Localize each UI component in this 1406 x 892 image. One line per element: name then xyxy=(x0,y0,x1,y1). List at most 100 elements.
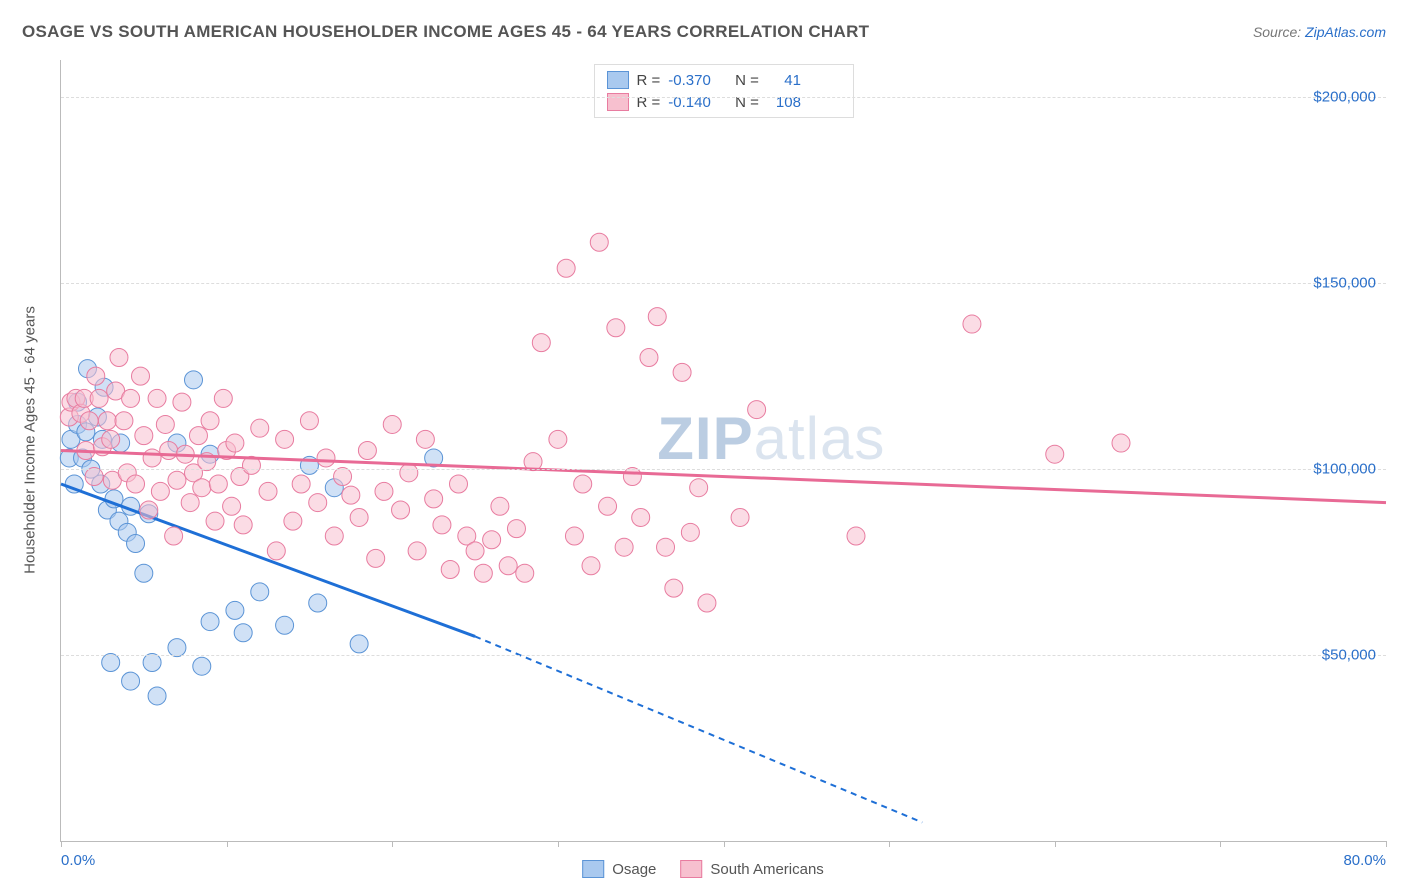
data-point xyxy=(80,412,98,430)
svg-plot xyxy=(61,60,1386,841)
data-point xyxy=(214,389,232,407)
data-point xyxy=(416,430,434,448)
y-tick-label: $200,000 xyxy=(1313,89,1376,106)
data-point xyxy=(383,415,401,433)
data-point xyxy=(223,497,241,515)
data-point xyxy=(173,393,191,411)
data-point xyxy=(193,657,211,675)
data-point xyxy=(590,233,608,251)
data-point xyxy=(122,672,140,690)
legend-swatch xyxy=(680,860,702,878)
y-tick-label: $100,000 xyxy=(1313,461,1376,478)
data-point xyxy=(615,538,633,556)
y-axis-label: Householder Income Ages 45 - 64 years xyxy=(22,306,39,574)
data-point xyxy=(582,557,600,575)
data-point xyxy=(648,308,666,326)
data-point xyxy=(209,475,227,493)
data-point xyxy=(698,594,716,612)
data-point xyxy=(201,412,219,430)
data-point xyxy=(532,334,550,352)
data-point xyxy=(165,527,183,545)
data-point xyxy=(350,508,368,526)
data-point xyxy=(623,468,641,486)
x-tick-mark xyxy=(889,841,890,847)
data-point xyxy=(963,315,981,333)
data-point xyxy=(557,259,575,277)
data-point xyxy=(226,434,244,452)
data-point xyxy=(474,564,492,582)
data-point xyxy=(156,415,174,433)
chart-title: OSAGE VS SOUTH AMERICAN HOUSEHOLDER INCO… xyxy=(22,22,869,42)
data-point xyxy=(189,427,207,445)
data-point xyxy=(276,616,294,634)
data-point xyxy=(632,508,650,526)
data-point xyxy=(143,653,161,671)
data-point xyxy=(148,389,166,407)
data-point xyxy=(334,468,352,486)
data-point xyxy=(607,319,625,337)
data-point xyxy=(234,624,252,642)
data-point xyxy=(143,449,161,467)
data-point xyxy=(673,363,691,381)
data-point xyxy=(234,516,252,534)
source-link[interactable]: ZipAtlas.com xyxy=(1305,24,1386,40)
x-tick-mark xyxy=(1055,841,1056,847)
data-point xyxy=(549,430,567,448)
source-credit: Source: ZipAtlas.com xyxy=(1253,24,1386,40)
x-tick-mark xyxy=(227,841,228,847)
data-point xyxy=(90,389,108,407)
y-tick-label: $50,000 xyxy=(1322,647,1376,664)
data-point xyxy=(132,367,150,385)
data-point xyxy=(441,561,459,579)
data-point xyxy=(267,542,285,560)
data-point xyxy=(226,601,244,619)
legend-label: South Americans xyxy=(710,861,823,878)
data-point xyxy=(292,475,310,493)
data-point xyxy=(599,497,617,515)
data-point xyxy=(151,482,169,500)
data-point xyxy=(140,501,158,519)
x-tick-mark xyxy=(1386,841,1387,847)
data-point xyxy=(185,371,203,389)
data-point xyxy=(201,613,219,631)
data-point xyxy=(516,564,534,582)
legend-label: Osage xyxy=(612,861,656,878)
data-point xyxy=(110,349,128,367)
x-tick-mark xyxy=(61,841,62,847)
data-point xyxy=(87,367,105,385)
data-point xyxy=(466,542,484,560)
trend-line xyxy=(61,484,475,636)
source-label: Source: xyxy=(1253,24,1301,40)
data-point xyxy=(1046,445,1064,463)
x-tick-mark xyxy=(1220,841,1221,847)
data-point xyxy=(122,389,140,407)
data-point xyxy=(325,527,343,545)
data-point xyxy=(251,419,269,437)
data-point xyxy=(367,549,385,567)
data-point xyxy=(847,527,865,545)
legend-swatch xyxy=(582,860,604,878)
plot-area: ZIPatlas R = -0.370 N = 41 R = -0.140 N … xyxy=(60,60,1386,842)
data-point xyxy=(400,464,418,482)
data-point xyxy=(127,475,145,493)
data-point xyxy=(127,534,145,552)
data-point xyxy=(392,501,410,519)
data-point xyxy=(358,442,376,460)
data-point xyxy=(690,479,708,497)
y-tick-label: $150,000 xyxy=(1313,275,1376,292)
data-point xyxy=(483,531,501,549)
data-point xyxy=(731,508,749,526)
data-point xyxy=(350,635,368,653)
data-point xyxy=(168,471,186,489)
data-point xyxy=(491,497,509,515)
data-point xyxy=(681,523,699,541)
data-point xyxy=(342,486,360,504)
data-point xyxy=(102,430,120,448)
data-point xyxy=(300,412,318,430)
data-point xyxy=(135,564,153,582)
data-point xyxy=(657,538,675,556)
series-legend: Osage South Americans xyxy=(582,860,824,878)
data-point xyxy=(507,520,525,538)
chart-container: OSAGE VS SOUTH AMERICAN HOUSEHOLDER INCO… xyxy=(0,0,1406,892)
data-point xyxy=(135,427,153,445)
